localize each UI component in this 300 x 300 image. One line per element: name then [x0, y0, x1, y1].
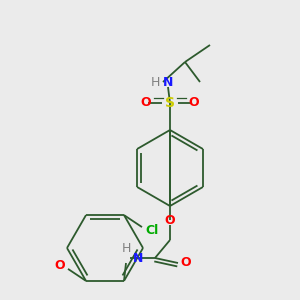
Text: O: O	[165, 214, 175, 226]
Text: S: S	[165, 96, 175, 110]
Text: O: O	[55, 260, 65, 272]
Text: Cl: Cl	[146, 224, 159, 237]
Text: O: O	[141, 97, 151, 110]
Text: H: H	[150, 76, 160, 88]
Text: N: N	[163, 76, 173, 88]
Text: N: N	[133, 251, 143, 265]
Text: O: O	[181, 256, 191, 269]
Text: H: H	[121, 242, 131, 254]
Text: O: O	[189, 97, 199, 110]
